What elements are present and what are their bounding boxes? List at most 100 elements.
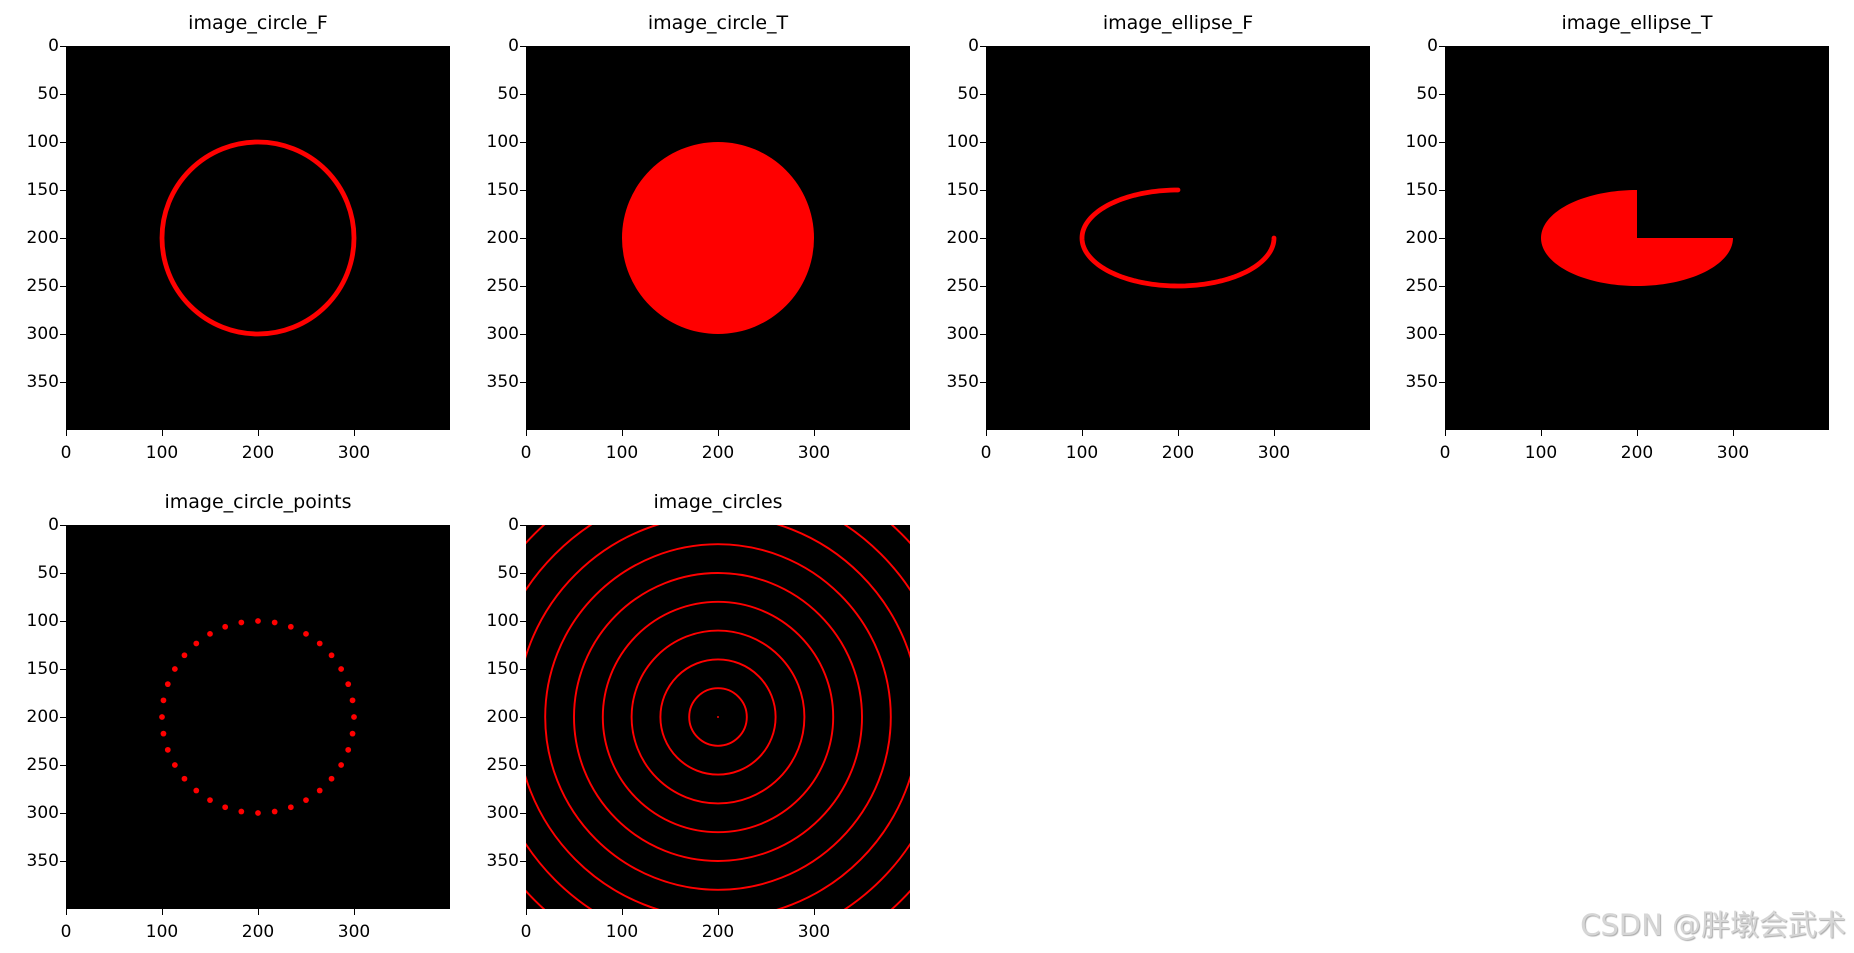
x-tick-mark [622,430,623,436]
y-tick-mark [1439,142,1445,143]
y-tick-label: 150 [486,659,519,679]
y-tick-mark [520,334,526,335]
y-tick-mark [60,238,66,239]
subplot-title: image_circle_F [188,12,328,34]
concentric-circle [659,658,777,776]
image-background [66,46,450,430]
x-tick-label: 200 [701,922,735,942]
y-tick-mark [60,621,66,622]
y-tick-mark [520,621,526,622]
y-tick-mark [60,717,66,718]
y-tick-label: 300 [946,324,979,344]
x-tick-mark [814,909,815,915]
x-tick-mark [718,430,719,436]
circle-point [328,775,335,782]
y-tick-mark [980,382,986,383]
y-tick-label: 100 [1405,132,1438,152]
x-tick-label: 200 [1620,443,1654,463]
x-tick-label: 0 [520,922,532,942]
subplot-title: image_circle_T [647,12,789,34]
x-tick-label: 0 [60,922,72,942]
y-tick-label: 50 [1416,84,1438,104]
y-tick-label: 250 [26,755,59,775]
x-tick-mark [1274,430,1275,436]
circle-point [160,730,167,737]
circle-point [328,652,335,659]
circle-point [351,714,357,720]
y-tick-label: 200 [946,228,979,248]
y-tick-mark [60,382,66,383]
y-tick-mark [520,190,526,191]
x-tick-mark [66,909,67,915]
y-tick-mark [520,813,526,814]
y-tick-label: 50 [497,84,519,104]
circle-point [316,640,323,647]
y-tick-mark [520,669,526,670]
y-tick-label: 0 [1427,36,1438,56]
x-tick-label: 300 [797,443,831,463]
y-tick-mark [980,142,986,143]
y-tick-label: 50 [37,84,59,104]
circle-point [164,746,171,753]
image-background [66,525,450,909]
filled-circle [622,142,814,334]
x-tick-label: 300 [337,922,371,942]
x-tick-label: 0 [60,443,72,463]
y-tick-mark [520,94,526,95]
x-tick-mark [162,909,163,915]
subplot-image_ellipse_F: image_ellipse_F 0 50 100 150 200 250 300 350 0 100… [947,12,1370,463]
y-tick-mark [60,573,66,574]
y-tick-label: 250 [486,276,519,296]
subplot-image_circle_T: image_circle_T 0 50 100 150 200 250 300 350 0 100 2… [487,12,910,463]
y-tick-label: 300 [486,803,519,823]
circle-point [238,808,245,815]
y-tick-mark [520,765,526,766]
x-tick-label: 100 [1524,443,1558,463]
x-tick-label: 0 [1439,443,1451,463]
y-tick-mark [1439,238,1445,239]
circle-point [271,619,278,626]
y-tick-label: 100 [486,611,519,631]
x-tick-mark [1733,430,1734,436]
image-area [66,525,450,909]
x-tick-label: 300 [337,443,371,463]
concentric-circle [601,600,835,834]
center-dot [717,716,719,718]
y-tick-mark [520,861,526,862]
y-tick-mark [980,238,986,239]
y-tick-label: 250 [26,276,59,296]
circle-point [193,787,200,794]
image-background [986,46,1370,430]
y-tick-label: 250 [1405,276,1438,296]
x-tick-mark [1541,430,1542,436]
y-tick-mark [60,142,66,143]
y-tick-mark [520,573,526,574]
circle-point [222,623,229,630]
image-area [66,46,450,430]
circle-point [345,681,352,688]
circle-point [338,762,345,768]
y-tick-mark [60,190,66,191]
y-tick-mark [980,334,986,335]
y-tick-label: 150 [26,180,59,200]
x-tick-label: 200 [241,922,275,942]
y-tick-mark [60,813,66,814]
y-tick-mark [60,286,66,287]
y-tick-label: 0 [508,515,519,535]
y-tick-label: 150 [1405,180,1438,200]
circle-point [255,810,261,816]
circle-point [222,804,229,811]
x-tick-label: 100 [145,443,179,463]
x-tick-label: 200 [701,443,735,463]
y-tick-mark [980,46,986,47]
y-tick-mark [60,94,66,95]
y-tick-label: 350 [946,372,979,392]
concentric-circle [573,572,863,862]
circle-point [287,804,294,811]
circle-point [287,623,294,630]
circle-point [160,697,167,704]
circle-point [207,797,213,804]
y-tick-mark [60,525,66,526]
x-tick-label: 0 [520,443,532,463]
x-tick-label: 300 [1716,443,1750,463]
